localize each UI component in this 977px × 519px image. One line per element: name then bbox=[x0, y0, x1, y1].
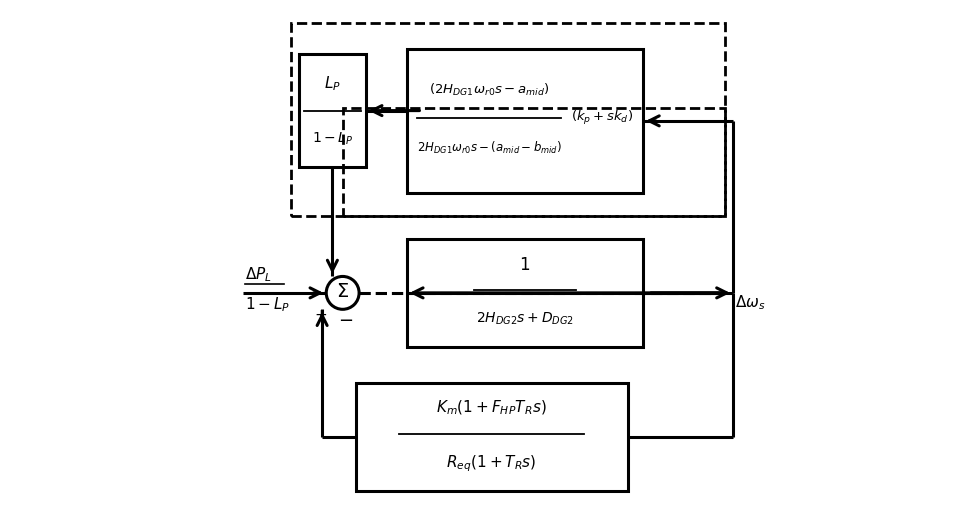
Text: $1 - L_P$: $1 - L_P$ bbox=[312, 131, 353, 147]
Text: $K_m\left(1 + F_{HP}T_R s\right)$: $K_m\left(1 + F_{HP}T_R s\right)$ bbox=[436, 398, 546, 417]
Bar bbox=[299, 54, 365, 167]
Text: $+$: $+$ bbox=[314, 308, 326, 323]
Text: $L_P$: $L_P$ bbox=[323, 75, 341, 93]
Text: $1 - L_P$: $1 - L_P$ bbox=[245, 295, 290, 314]
Text: $1$: $1$ bbox=[519, 256, 530, 274]
Bar bbox=[406, 239, 642, 347]
Bar bbox=[406, 49, 642, 193]
Text: $R_{eq}\left(1 + T_R s\right)$: $R_{eq}\left(1 + T_R s\right)$ bbox=[446, 453, 536, 474]
Bar bbox=[291, 23, 724, 216]
Text: $2H_{DG2}s + D_{DG2}$: $2H_{DG2}s + D_{DG2}$ bbox=[476, 310, 573, 327]
Text: $\Delta\omega_s$: $\Delta\omega_s$ bbox=[735, 294, 765, 312]
Text: $(k_p + sk_d)$: $(k_p + sk_d)$ bbox=[571, 110, 632, 127]
Text: $\Delta P_L$: $\Delta P_L$ bbox=[245, 265, 272, 283]
Text: $-$: $-$ bbox=[337, 309, 353, 327]
Bar bbox=[342, 108, 724, 216]
Text: $(2H_{DG1}\omega_{r0}s - a_{mid})$: $(2H_{DG1}\omega_{r0}s - a_{mid})$ bbox=[428, 82, 549, 98]
Text: $2H_{DG1}\omega_{r0}s - (a_{mid} - b_{mid})$: $2H_{DG1}\omega_{r0}s - (a_{mid} - b_{mi… bbox=[416, 140, 561, 156]
Bar bbox=[356, 383, 627, 490]
Text: $\Sigma$: $\Sigma$ bbox=[336, 282, 349, 302]
